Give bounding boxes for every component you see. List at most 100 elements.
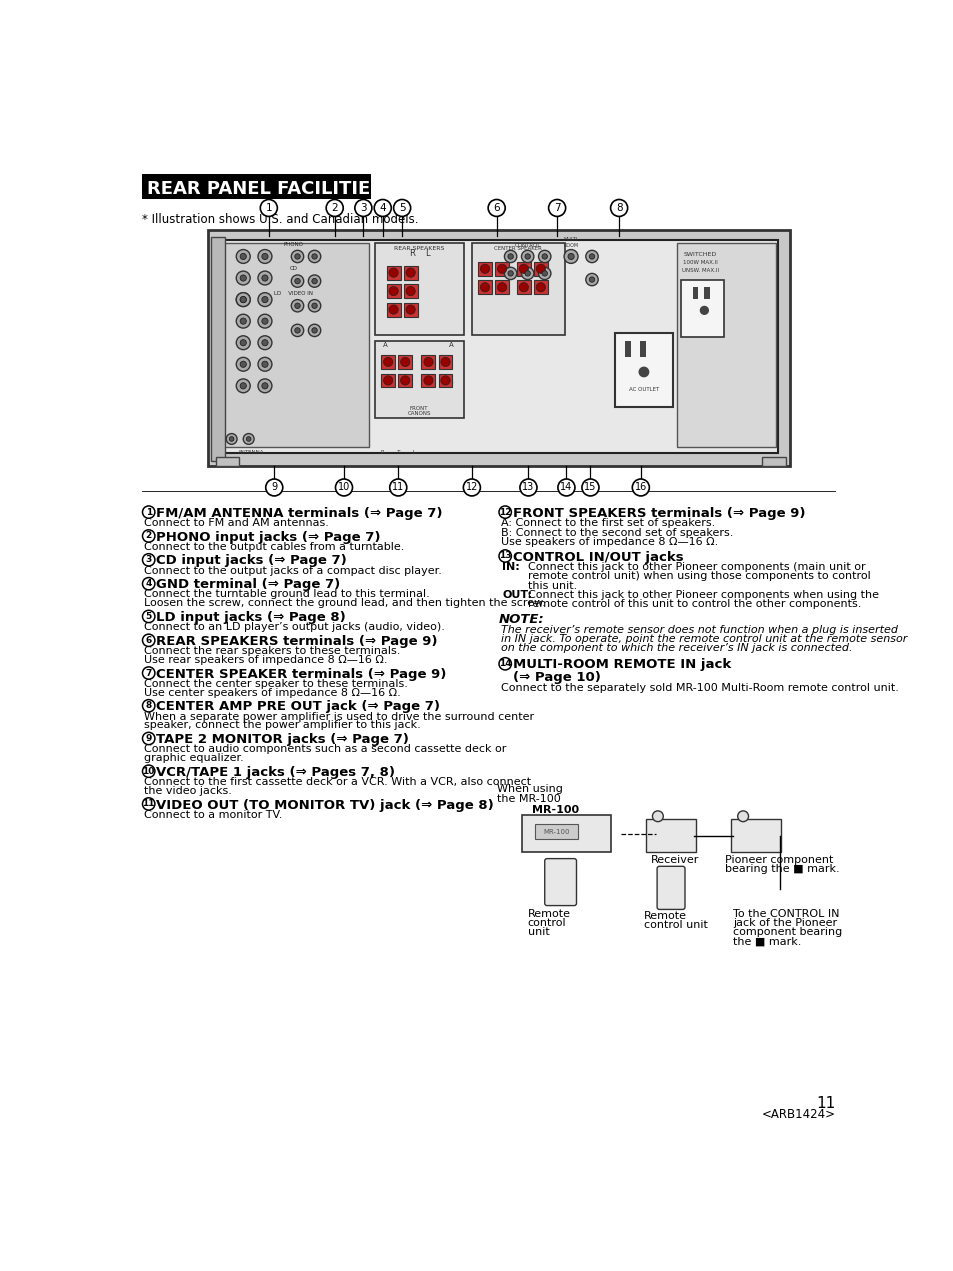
- Text: PHONO: PHONO: [283, 241, 303, 247]
- FancyBboxPatch shape: [521, 815, 610, 853]
- Circle shape: [142, 554, 154, 566]
- Circle shape: [261, 253, 268, 259]
- Text: * Illustration shows U.S. and Canadian models.: * Illustration shows U.S. and Canadian m…: [142, 212, 418, 225]
- Text: speaker, connect the power amplifier to this jack.: speaker, connect the power amplifier to …: [144, 721, 420, 731]
- Text: Connect to FM and AM antennas.: Connect to FM and AM antennas.: [144, 517, 329, 527]
- Circle shape: [423, 376, 433, 385]
- Circle shape: [406, 268, 415, 277]
- Text: 4: 4: [146, 580, 152, 588]
- Text: the ■ mark.: the ■ mark.: [732, 937, 801, 947]
- Circle shape: [257, 292, 272, 306]
- FancyBboxPatch shape: [403, 285, 417, 299]
- Text: R: R: [409, 249, 415, 258]
- Text: 12: 12: [498, 507, 511, 516]
- Circle shape: [521, 250, 534, 263]
- Circle shape: [524, 271, 530, 276]
- FancyBboxPatch shape: [703, 287, 709, 299]
- Circle shape: [308, 300, 320, 311]
- Text: 14: 14: [498, 660, 511, 669]
- Circle shape: [537, 250, 550, 263]
- Circle shape: [236, 314, 250, 328]
- Text: VCR/TAPE 1 jacks (⇒ Pages 7, 8): VCR/TAPE 1 jacks (⇒ Pages 7, 8): [156, 766, 395, 779]
- FancyBboxPatch shape: [421, 374, 435, 388]
- Text: SWITCHED: SWITCHED: [683, 253, 717, 258]
- Circle shape: [518, 264, 528, 273]
- Circle shape: [389, 268, 397, 277]
- Circle shape: [308, 250, 320, 263]
- FancyBboxPatch shape: [657, 867, 684, 910]
- Circle shape: [488, 200, 505, 216]
- Text: CENTER AMP PRE OUT jack (⇒ Page 7): CENTER AMP PRE OUT jack (⇒ Page 7): [156, 700, 440, 713]
- Circle shape: [383, 376, 393, 385]
- Circle shape: [498, 506, 511, 519]
- Circle shape: [261, 339, 268, 346]
- Circle shape: [480, 282, 489, 292]
- Circle shape: [589, 277, 594, 282]
- Text: 9: 9: [271, 483, 277, 492]
- Circle shape: [236, 336, 250, 350]
- Text: 10: 10: [337, 483, 350, 492]
- Circle shape: [312, 254, 317, 259]
- Circle shape: [240, 361, 246, 367]
- Circle shape: [142, 667, 154, 679]
- Text: Use center speakers of impedance 8 Ω—16 Ω.: Use center speakers of impedance 8 Ω—16 …: [144, 688, 400, 698]
- Circle shape: [326, 200, 343, 216]
- FancyBboxPatch shape: [403, 266, 417, 280]
- FancyBboxPatch shape: [381, 374, 395, 388]
- Text: 6: 6: [146, 636, 152, 644]
- Circle shape: [257, 249, 272, 263]
- Text: FRONT SPEAKERS terminals (⇒ Page 9): FRONT SPEAKERS terminals (⇒ Page 9): [513, 507, 804, 520]
- Text: Pioneer component: Pioneer component: [724, 855, 833, 864]
- Text: 3: 3: [359, 203, 366, 214]
- Text: 16: 16: [634, 483, 646, 492]
- Text: 100W MAX.II: 100W MAX.II: [682, 261, 718, 266]
- FancyBboxPatch shape: [680, 280, 723, 337]
- Text: LD    VIDEO IN: LD VIDEO IN: [274, 291, 313, 296]
- Text: Connect the center speaker to these terminals.: Connect the center speaker to these term…: [144, 679, 408, 689]
- Text: GND terminal (⇒ Page 7): GND terminal (⇒ Page 7): [156, 578, 340, 591]
- Circle shape: [400, 357, 410, 366]
- Text: CD input jacks (⇒ Page 7): CD input jacks (⇒ Page 7): [156, 554, 347, 567]
- Circle shape: [291, 300, 303, 311]
- Circle shape: [497, 282, 506, 292]
- Text: Connect to a monitor TV.: Connect to a monitor TV.: [144, 810, 282, 820]
- Circle shape: [498, 657, 511, 670]
- Circle shape: [236, 292, 250, 306]
- Circle shape: [383, 357, 393, 366]
- Circle shape: [312, 328, 317, 333]
- FancyBboxPatch shape: [639, 341, 645, 357]
- Circle shape: [291, 275, 303, 287]
- Text: When a separate power amplifier is used to drive the surround center: When a separate power amplifier is used …: [144, 712, 534, 722]
- Text: 1: 1: [146, 507, 152, 516]
- Text: B: B: [382, 379, 387, 385]
- Text: 15: 15: [583, 483, 596, 492]
- Circle shape: [257, 271, 272, 285]
- Text: CENTER SPEAKER terminals (⇒ Page 9): CENTER SPEAKER terminals (⇒ Page 9): [156, 667, 446, 681]
- Circle shape: [504, 250, 517, 263]
- FancyBboxPatch shape: [472, 243, 564, 336]
- Circle shape: [312, 302, 317, 309]
- Text: B: B: [448, 379, 453, 385]
- Circle shape: [240, 296, 246, 302]
- Circle shape: [585, 273, 598, 286]
- Circle shape: [541, 254, 547, 259]
- FancyBboxPatch shape: [375, 243, 464, 336]
- Text: 2: 2: [146, 531, 152, 540]
- Text: 8: 8: [616, 203, 621, 214]
- Circle shape: [257, 314, 272, 328]
- Text: CONTROL IN/OUT jacks: CONTROL IN/OUT jacks: [513, 550, 683, 563]
- Circle shape: [558, 479, 575, 496]
- FancyBboxPatch shape: [495, 262, 509, 276]
- Text: CD: CD: [290, 267, 297, 271]
- Text: FRONT: FRONT: [410, 407, 428, 412]
- Text: jack of the Pioneer: jack of the Pioneer: [732, 918, 837, 928]
- FancyBboxPatch shape: [208, 230, 789, 466]
- FancyBboxPatch shape: [142, 174, 371, 198]
- Circle shape: [294, 302, 300, 309]
- FancyBboxPatch shape: [535, 824, 578, 839]
- Text: A: Connect to the first set of speakers.: A: Connect to the first set of speakers.: [500, 519, 714, 529]
- Circle shape: [406, 305, 415, 314]
- Text: Remote: Remote: [527, 909, 570, 919]
- Circle shape: [240, 253, 246, 259]
- Circle shape: [142, 577, 154, 590]
